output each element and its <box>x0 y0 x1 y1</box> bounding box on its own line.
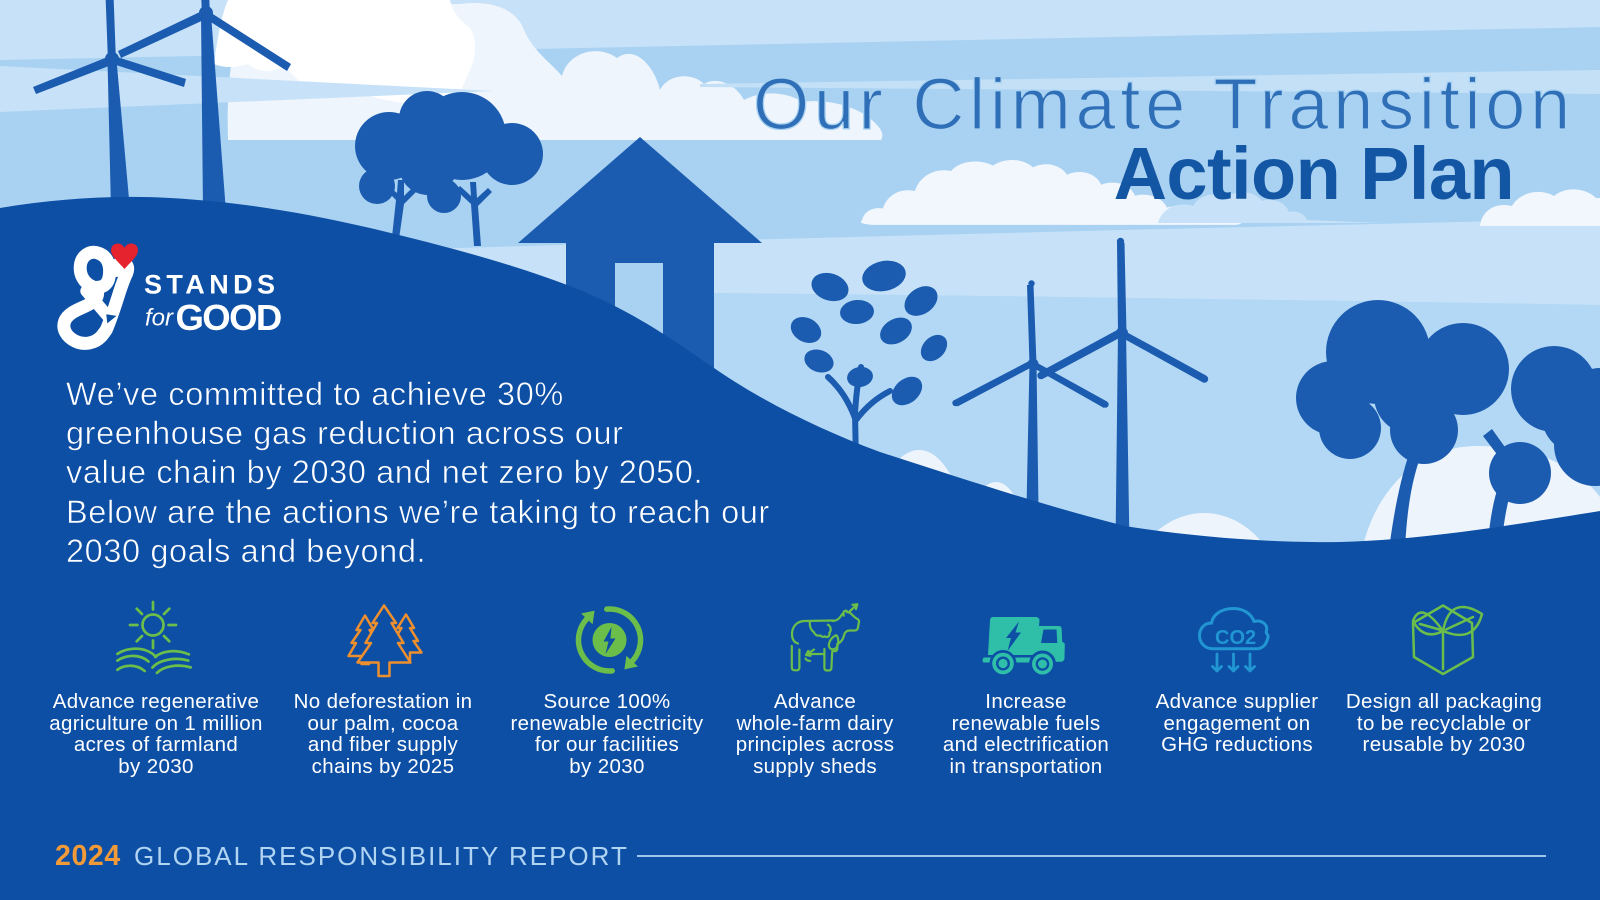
svg-text:STANDS: STANDS <box>144 270 279 300</box>
svg-text:CO2: CO2 <box>1215 627 1256 649</box>
svg-text:GOOD: GOOD <box>176 297 281 338</box>
svg-text:for: for <box>145 305 174 332</box>
